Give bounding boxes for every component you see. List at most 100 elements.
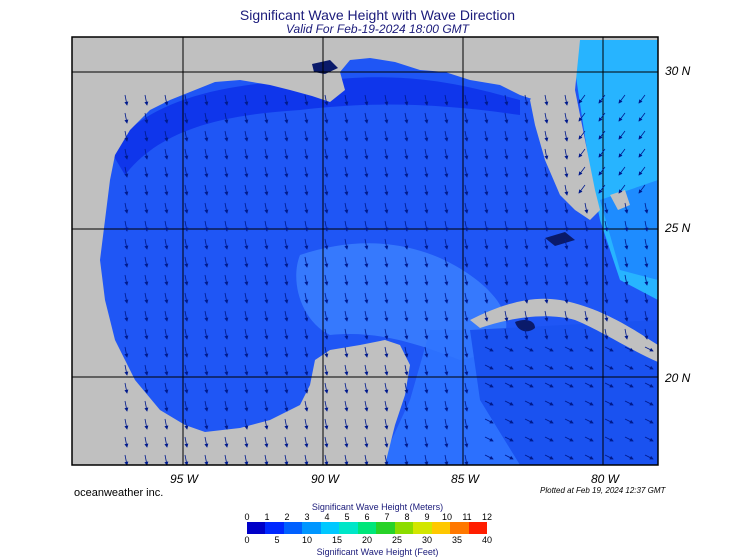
wave-arrow	[364, 418, 369, 430]
wave-arrow	[384, 364, 389, 376]
wave-arrow	[484, 454, 494, 460]
wave-arrow	[464, 184, 469, 196]
wave-arrow	[524, 364, 534, 370]
wave-arrow	[304, 238, 309, 250]
wave-arrow	[304, 220, 309, 232]
wave-arrow	[484, 364, 494, 370]
wave-arrow	[244, 292, 249, 304]
wave-arrow	[384, 400, 389, 412]
wave-arrow	[224, 418, 229, 430]
lon-label-80w: 80 W	[591, 472, 620, 486]
wave-arrow	[124, 220, 129, 232]
wave-arrow	[244, 274, 249, 286]
legend-swatch	[320, 522, 340, 534]
wave-arrow	[464, 238, 469, 250]
wave-arrow	[624, 220, 629, 232]
wave-arrow	[624, 274, 629, 286]
wave-arrow	[344, 94, 349, 106]
wave-arrow	[644, 400, 654, 406]
wave-arrow	[284, 130, 289, 142]
wave-arrow	[464, 130, 469, 142]
wave-arrow	[324, 274, 329, 286]
wave-arrow	[604, 202, 609, 214]
wave-arrow	[598, 166, 606, 176]
wave-arrow	[464, 328, 469, 340]
wave-arrow	[384, 310, 389, 322]
wave-arrow	[324, 256, 329, 268]
legend-swatch	[247, 522, 266, 534]
wave-arrow	[184, 130, 189, 142]
wave-arrow	[164, 328, 169, 340]
wave-arrow	[504, 130, 509, 142]
wave-arrow	[424, 328, 429, 340]
wave-arrow	[644, 256, 649, 268]
wave-arrow	[624, 202, 629, 214]
wave-arrow	[404, 202, 409, 214]
wave-arrow	[524, 274, 529, 286]
wave-arrow	[264, 256, 269, 268]
wave-arrow	[264, 328, 269, 340]
wave-arrow	[624, 418, 634, 424]
wave-arrow	[604, 454, 614, 460]
wave-arrow	[424, 220, 429, 232]
wave-arrow	[504, 382, 514, 388]
wave-arrow	[284, 166, 289, 178]
wave-arrow	[484, 202, 489, 214]
wave-arrow	[344, 220, 349, 232]
wave-arrow	[364, 292, 369, 304]
wave-arrow	[184, 454, 189, 465]
wave-arrow	[564, 238, 569, 250]
wave-arrow	[184, 94, 189, 106]
wave-arrow	[204, 418, 209, 430]
wave-arrow	[304, 328, 309, 340]
wave-arrow	[144, 418, 149, 430]
wave-arrow	[424, 148, 429, 160]
legend-feet-tick: 25	[391, 535, 403, 545]
wave-arrow	[264, 436, 269, 448]
wave-arrow	[224, 112, 229, 124]
wave-arrow	[424, 238, 429, 250]
wave-arrow	[424, 418, 429, 430]
wave-arrow	[264, 184, 269, 196]
wave-arrow	[644, 382, 654, 388]
wave-arrow	[124, 346, 129, 358]
wave-arrow	[324, 382, 329, 394]
wave-arrow	[564, 400, 574, 406]
wave-arrow	[444, 364, 449, 376]
wave-arrow	[638, 130, 646, 140]
wave-arrow	[404, 310, 409, 322]
wave-arrow	[284, 328, 289, 340]
legend-feet-tick: 10	[301, 535, 313, 545]
wave-arrow	[304, 310, 309, 322]
wave-arrow	[404, 364, 409, 376]
wave-arrow	[244, 436, 249, 448]
wave-arrow	[524, 454, 534, 460]
wave-arrow	[524, 166, 529, 178]
wave-arrow	[618, 184, 626, 194]
wave-arrow	[544, 94, 549, 106]
wave-arrow	[464, 310, 469, 322]
wave-arrow	[404, 436, 409, 448]
wave-arrow	[604, 418, 614, 424]
wave-arrow	[224, 130, 229, 142]
wave-arrow	[284, 310, 289, 322]
wave-arrow	[144, 184, 149, 196]
wave-arrow	[524, 94, 529, 106]
wave-arrow	[184, 238, 189, 250]
wave-arrow	[284, 238, 289, 250]
wave-arrow	[244, 310, 249, 322]
wave-arrow	[344, 454, 349, 465]
wave-arrow	[324, 436, 329, 448]
legend-color-bar	[247, 522, 488, 534]
wave-arrow	[584, 346, 594, 352]
wave-arrow	[144, 148, 149, 160]
wave-arrow	[324, 94, 329, 106]
wave-arrow	[544, 382, 554, 388]
wave-arrow	[144, 436, 149, 448]
wave-arrow	[584, 274, 589, 286]
wave-arrow	[444, 238, 449, 250]
wave-arrow	[184, 364, 189, 376]
wave-arrow	[284, 346, 289, 358]
legend-meters-tick: 10	[441, 512, 453, 522]
wave-arrow	[598, 130, 606, 140]
